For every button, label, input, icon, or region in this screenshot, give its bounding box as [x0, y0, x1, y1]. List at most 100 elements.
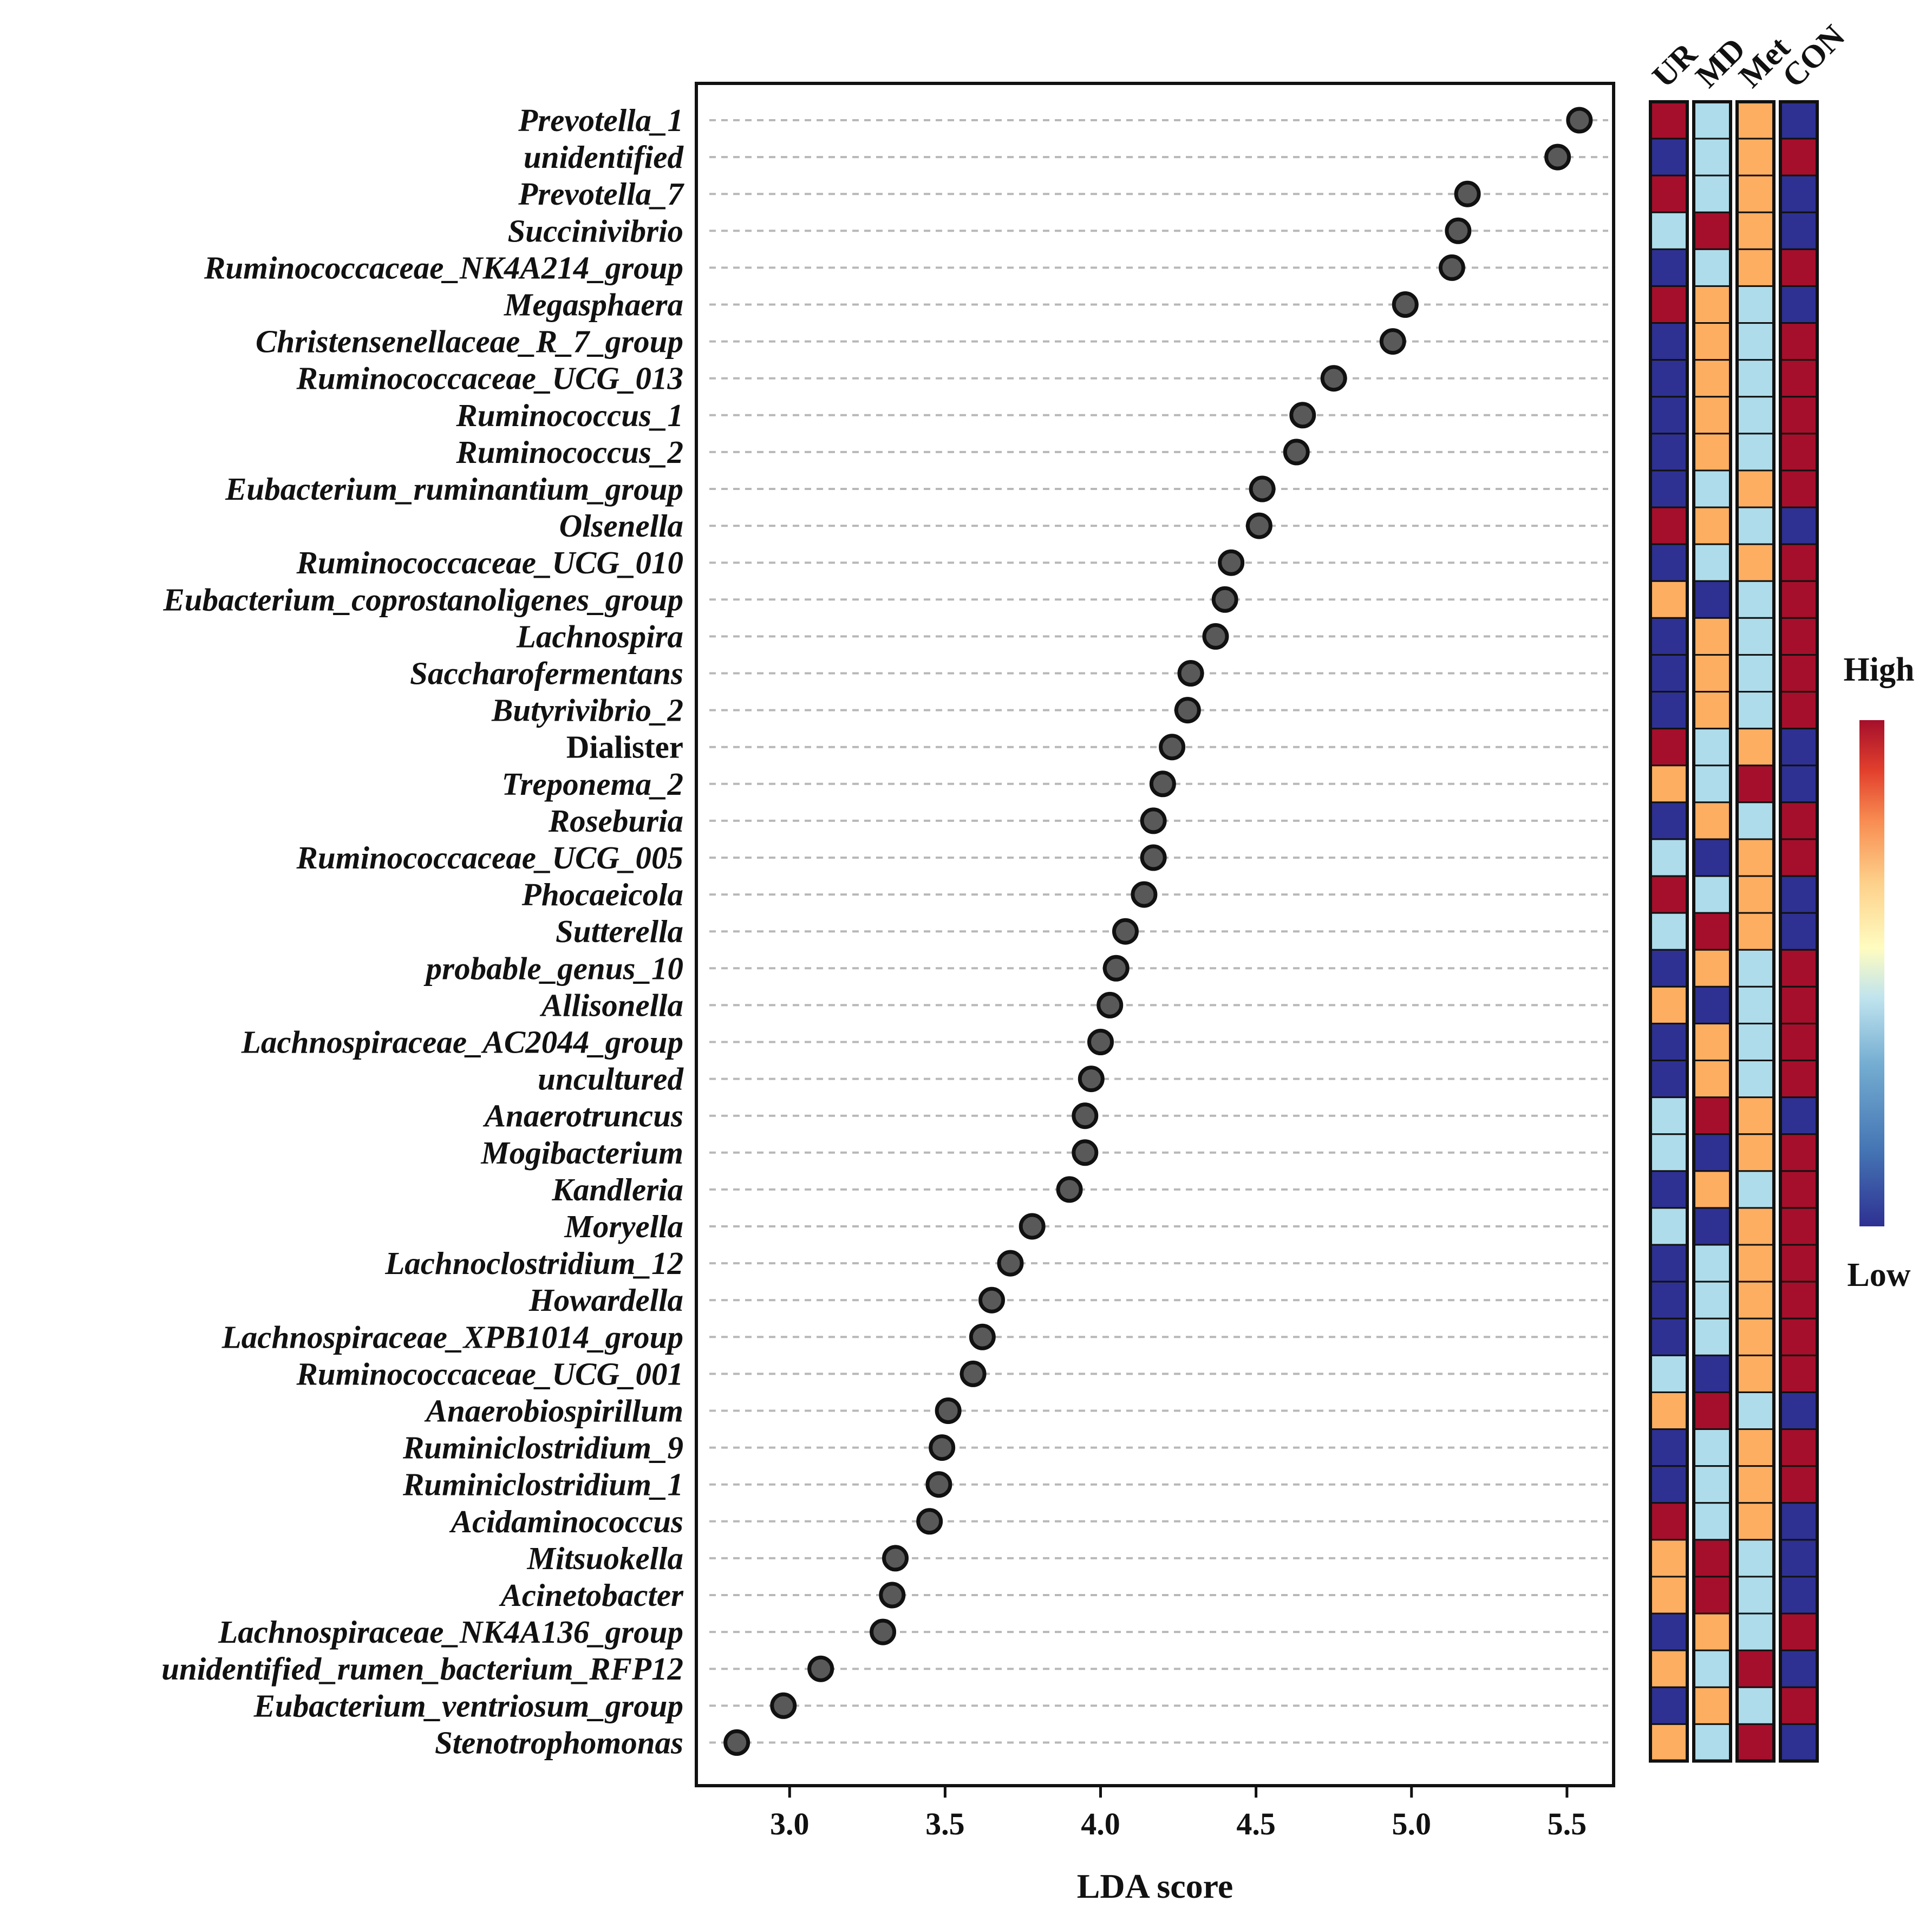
legend-low-label: Low: [1847, 1257, 1910, 1294]
heatmap-cell: [1779, 1244, 1818, 1283]
heatmap-cell: [1649, 1281, 1688, 1319]
heatmap-cell: [1736, 801, 1775, 840]
lda-point: [1087, 1029, 1114, 1055]
lda-point: [1566, 107, 1593, 134]
lda-point: [1320, 365, 1347, 392]
heatmap-cell: [1736, 1133, 1775, 1172]
heatmap-cell: [1736, 765, 1775, 804]
lda-point: [723, 1729, 750, 1756]
heatmap-cell: [1649, 1576, 1688, 1615]
heatmap-cell: [1736, 543, 1775, 582]
lda-points: [723, 107, 1593, 1756]
heatmap-cell: [1693, 985, 1732, 1024]
heatmap-cell: [1736, 838, 1775, 877]
taxon-label: Mogibacterium: [480, 1135, 683, 1171]
taxon-label: Ruminococcaceae_UCG_005: [296, 840, 683, 876]
taxon-label: Ruminococcus_1: [455, 397, 683, 433]
heatmap-cell: [1693, 691, 1732, 730]
x-tick-label: 4.0: [1081, 1806, 1120, 1841]
heatmap-cell: [1693, 285, 1732, 324]
taxon-label: Eubacterium_coprostanoligenes_group: [162, 582, 683, 617]
heatmap-cell: [1693, 838, 1732, 877]
taxon-label: Eubacterium_ventriosum_group: [253, 1688, 683, 1723]
heatmap-cell: [1779, 838, 1818, 877]
lda-point: [1159, 734, 1186, 761]
heatmap-cell: [1736, 1317, 1775, 1356]
heatmap-cell: [1693, 248, 1732, 287]
taxon-label: probable_genus_10: [423, 950, 683, 986]
lda-point: [1149, 770, 1176, 798]
lda-point: [1438, 254, 1465, 281]
heatmap-cell: [1736, 1428, 1775, 1467]
heatmap-cell: [1779, 654, 1818, 693]
heatmap: [1649, 100, 1819, 1763]
heatmap-cell: [1693, 174, 1732, 213]
x-tick-label: 5.5: [1548, 1806, 1587, 1841]
heatmap-cell: [1693, 1133, 1732, 1172]
lda-point: [1072, 1102, 1099, 1129]
heatmap-cell: [1779, 691, 1818, 730]
heatmap-cell: [1736, 691, 1775, 730]
heatmap-cell: [1649, 211, 1688, 250]
taxon-label: Ruminococcaceae_UCG_013: [296, 361, 683, 396]
heatmap-cell: [1693, 1502, 1732, 1541]
heatmap-cell: [1649, 1244, 1688, 1283]
heatmap-cell: [1693, 506, 1732, 545]
heatmap-cell: [1736, 174, 1775, 213]
heatmap-cell: [1693, 1465, 1732, 1504]
heatmap-cell: [1779, 1465, 1818, 1504]
heatmap-cell: [1779, 1170, 1818, 1209]
heatmap-cell: [1693, 138, 1732, 177]
lda-point: [1218, 549, 1245, 576]
lda-point: [1445, 217, 1472, 244]
heatmap-cell: [1736, 101, 1775, 140]
heatmap-cell: [1693, 1612, 1732, 1651]
heatmap-cell: [1693, 949, 1732, 988]
heatmap-cell: [1736, 506, 1775, 545]
heatmap-cell: [1779, 1207, 1818, 1246]
heatmap-cell: [1649, 1096, 1688, 1135]
taxon-label: Prevotella_1: [518, 102, 683, 138]
heatmap-cell: [1736, 1649, 1775, 1688]
lda-point: [916, 1508, 943, 1535]
taxon-label: Kandleria: [551, 1172, 683, 1207]
taxon-label: Allisonella: [539, 987, 683, 1023]
heatmap-cell: [1693, 469, 1732, 508]
heatmap-cell: [1649, 765, 1688, 804]
heatmap-cell: [1649, 433, 1688, 472]
heatmap-cell: [1693, 1207, 1732, 1246]
heatmap-cell: [1649, 506, 1688, 545]
heatmap-cell: [1736, 580, 1775, 619]
heatmap-cell: [1649, 838, 1688, 877]
taxon-label: Acidaminococcus: [449, 1504, 683, 1539]
heatmap-cell: [1736, 1612, 1775, 1651]
taxon-label: Moryella: [564, 1209, 683, 1244]
heatmap-cell: [1649, 580, 1688, 619]
heatmap-cell: [1649, 1170, 1688, 1209]
heatmap-cell: [1649, 617, 1688, 656]
heatmap-cell: [1693, 1022, 1732, 1062]
lda-point: [997, 1250, 1024, 1277]
heatmap-cell: [1779, 1649, 1818, 1688]
heatmap-cell: [1649, 1465, 1688, 1504]
lda-point: [1392, 291, 1419, 318]
heatmap-cell: [1693, 801, 1732, 840]
taxon-label: unidentified: [524, 139, 684, 175]
heatmap-cell: [1736, 138, 1775, 177]
taxon-label: Christensenellaceae_R_7_group: [256, 324, 683, 360]
taxon-label: Megasphaera: [504, 287, 683, 323]
heatmap-cell: [1649, 543, 1688, 582]
heatmap-cell: [1779, 1133, 1818, 1172]
heatmap-cell: [1779, 1354, 1818, 1393]
plot-frame: [695, 82, 1615, 1787]
taxon-label: Ruminococcus_2: [455, 434, 683, 470]
lda-point: [1454, 180, 1481, 207]
heatmap-cell: [1736, 912, 1775, 951]
taxon-label: uncultured: [538, 1061, 684, 1097]
heatmap-cell: [1779, 211, 1818, 250]
heatmap-cell: [1693, 875, 1732, 914]
x-axis-title: LDA score: [1077, 1867, 1233, 1905]
heatmap-cell: [1693, 654, 1732, 693]
heatmap-column-border: [1735, 100, 1776, 1763]
